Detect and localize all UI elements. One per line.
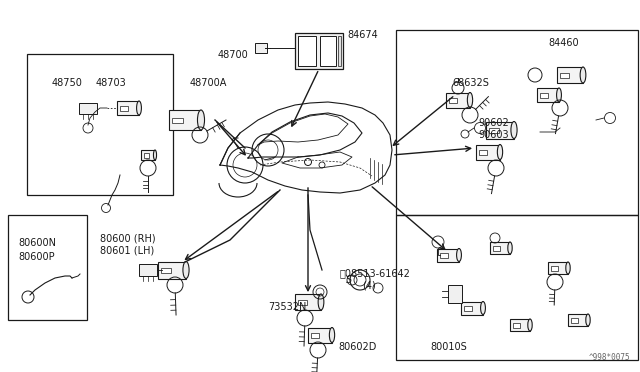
Bar — [551, 266, 558, 270]
Ellipse shape — [528, 319, 532, 331]
Ellipse shape — [467, 93, 472, 108]
Ellipse shape — [318, 294, 324, 310]
Bar — [437, 248, 459, 262]
Ellipse shape — [511, 122, 517, 138]
Text: 73532N: 73532N — [268, 302, 307, 312]
Text: 80010S: 80010S — [430, 342, 467, 352]
Bar — [295, 294, 321, 310]
Bar — [464, 305, 472, 311]
Bar — [308, 327, 332, 343]
Text: 80601 (LH): 80601 (LH) — [100, 245, 154, 255]
Bar — [446, 93, 470, 108]
Text: 48700A: 48700A — [190, 78, 227, 88]
Bar — [139, 264, 157, 276]
Text: 84460: 84460 — [548, 38, 579, 48]
Bar — [298, 299, 307, 305]
Ellipse shape — [183, 262, 189, 279]
Bar — [548, 262, 568, 274]
Text: 48700: 48700 — [218, 50, 249, 60]
Bar — [255, 43, 267, 53]
Bar — [338, 36, 341, 66]
Bar — [298, 36, 316, 66]
Bar — [476, 144, 500, 160]
Bar — [144, 153, 149, 157]
Text: 90602: 90602 — [478, 118, 509, 128]
Bar — [396, 30, 638, 215]
Bar — [461, 301, 483, 314]
Bar — [493, 246, 500, 250]
Ellipse shape — [508, 242, 512, 254]
Bar — [320, 36, 336, 66]
Bar — [486, 122, 514, 138]
Bar — [510, 319, 530, 331]
Text: 68632S: 68632S — [452, 78, 489, 88]
Bar — [513, 323, 520, 327]
Ellipse shape — [330, 327, 335, 343]
Bar — [560, 73, 569, 77]
Bar — [8, 215, 87, 320]
Ellipse shape — [557, 88, 561, 102]
Ellipse shape — [154, 150, 157, 160]
Bar — [161, 267, 171, 273]
Bar — [440, 253, 448, 257]
Bar — [117, 101, 139, 115]
Bar — [449, 97, 458, 103]
Ellipse shape — [566, 262, 570, 274]
Bar — [489, 128, 499, 132]
Text: (4): (4) — [362, 280, 376, 290]
Bar — [571, 317, 578, 323]
Bar — [537, 88, 559, 102]
Ellipse shape — [481, 301, 485, 314]
Text: S: S — [346, 275, 352, 285]
Bar — [79, 103, 97, 113]
Text: 48703: 48703 — [96, 78, 127, 88]
Ellipse shape — [497, 144, 502, 160]
Bar — [540, 93, 548, 97]
Text: 80600N: 80600N — [18, 238, 56, 248]
Bar — [557, 67, 583, 83]
Bar — [141, 150, 155, 160]
Text: 84674: 84674 — [347, 30, 378, 40]
Text: 90603: 90603 — [478, 130, 509, 140]
Bar — [568, 314, 588, 326]
Bar — [169, 110, 201, 130]
Text: 80600P: 80600P — [18, 252, 54, 262]
Text: 48750: 48750 — [52, 78, 83, 88]
Bar — [448, 285, 462, 303]
Bar — [120, 106, 128, 110]
Bar — [396, 215, 638, 360]
Bar — [311, 333, 319, 337]
Ellipse shape — [136, 101, 141, 115]
Ellipse shape — [580, 67, 586, 83]
Text: 80600 (RH): 80600 (RH) — [100, 233, 156, 243]
Text: ^998*0075: ^998*0075 — [588, 353, 630, 362]
Bar — [490, 242, 510, 254]
Text: 80602D: 80602D — [338, 342, 376, 352]
Ellipse shape — [586, 314, 590, 326]
Ellipse shape — [456, 248, 461, 262]
Bar — [295, 33, 343, 69]
Text: ゅ08513-61642: ゅ08513-61642 — [340, 268, 411, 278]
Bar — [172, 118, 183, 122]
Bar — [158, 262, 186, 279]
Ellipse shape — [198, 110, 205, 130]
Bar — [27, 54, 173, 195]
Bar — [479, 150, 488, 154]
